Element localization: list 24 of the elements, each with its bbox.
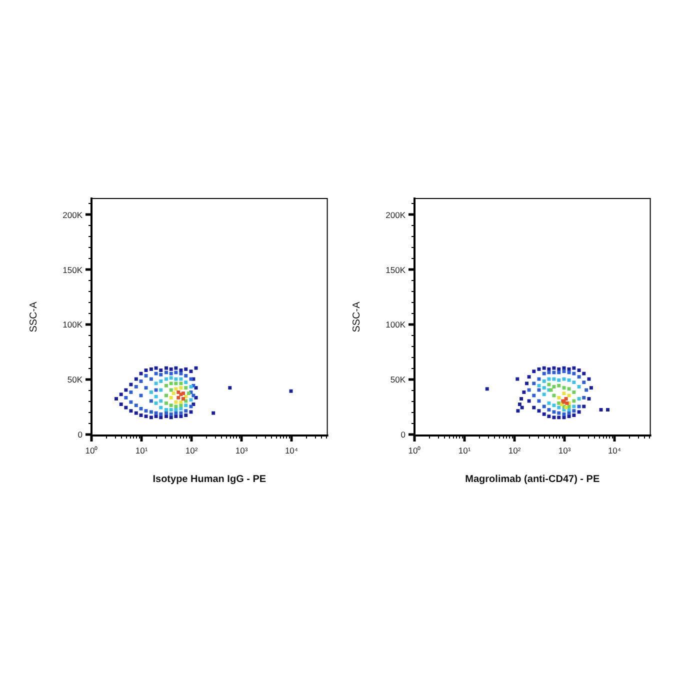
y-tick-label: 200K bbox=[386, 210, 406, 220]
y-tick-label: 100K bbox=[62, 320, 83, 330]
y-tick-label: 150K bbox=[62, 264, 83, 275]
x-axis-title: Isotype Human IgG - PE bbox=[152, 474, 266, 485]
x-tick-label: 10⁰ bbox=[85, 446, 98, 456]
x-tick-label: 10⁴ bbox=[284, 446, 298, 456]
x-axis-title: Magrolimab (anti-CD47) - PE bbox=[465, 474, 600, 485]
x-tick-label: 10³ bbox=[558, 446, 571, 456]
x-tick-label: 10⁰ bbox=[408, 446, 421, 456]
x-tick-label: 10¹ bbox=[458, 446, 471, 456]
x-tick-label: 10¹ bbox=[135, 446, 148, 456]
x-tick-label: 10² bbox=[508, 446, 521, 456]
y-axis-title: SSC-A bbox=[28, 301, 40, 332]
x-tick-label: 10² bbox=[185, 446, 198, 456]
y-tick-label: 0 bbox=[78, 429, 83, 440]
y-tick-label: 50K bbox=[67, 374, 83, 385]
y-tick-label: 200K bbox=[62, 210, 83, 220]
y-axis-title: SSC-A bbox=[352, 301, 363, 332]
y-tick-label: 100K bbox=[386, 320, 406, 330]
x-tick-label: 10⁴ bbox=[608, 446, 622, 456]
x-tick-label: 10³ bbox=[235, 446, 248, 456]
y-tick-label: 50K bbox=[390, 374, 406, 385]
y-tick-label: 0 bbox=[400, 429, 406, 440]
y-tick-label: 150K bbox=[386, 264, 406, 275]
